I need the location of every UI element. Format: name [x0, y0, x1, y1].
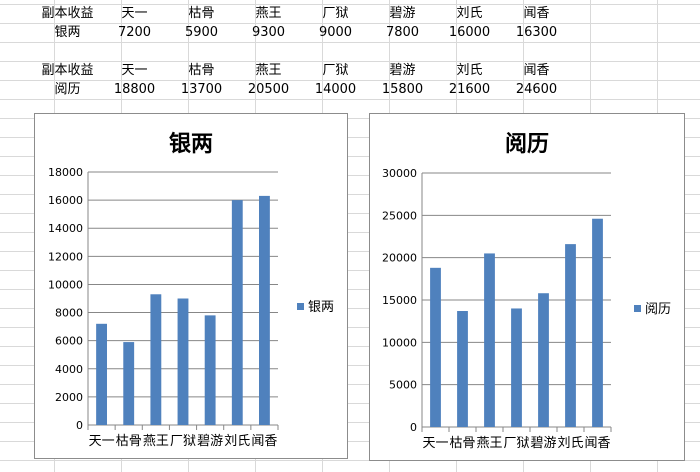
bar: [484, 253, 495, 427]
table-cell[interactable]: 闻香: [523, 6, 550, 21]
legend-label: 银两: [308, 300, 334, 315]
legend-swatch: [297, 303, 304, 310]
table-cell[interactable]: 7800: [385, 25, 420, 40]
bar: [538, 293, 549, 427]
x-tick-label: 天一: [422, 436, 448, 451]
table-cell[interactable]: 天一: [121, 6, 148, 21]
x-tick-label: 枯骨: [116, 434, 142, 449]
bar: [511, 308, 522, 427]
y-tick-label: 4000: [55, 363, 83, 376]
table-cell[interactable]: 14000: [314, 82, 357, 97]
table-cell[interactable]: 枯骨: [188, 63, 215, 78]
x-tick-label: 厂狱: [503, 436, 529, 451]
chart-title: 银两: [168, 131, 213, 157]
table-cell[interactable]: 16300: [515, 25, 558, 40]
legend-swatch: [634, 305, 641, 312]
table-cell[interactable]: 天一: [121, 63, 148, 78]
bar: [259, 195, 270, 425]
bar: [96, 323, 107, 425]
bar: [204, 315, 216, 425]
table-cell[interactable]: 副本收益: [41, 63, 94, 78]
y-tick-label: 25000: [382, 209, 417, 222]
table-cell[interactable]: 20500: [247, 82, 290, 97]
table-cell[interactable]: 银两: [54, 25, 81, 40]
table-cell[interactable]: 24600: [515, 82, 558, 97]
table-cell[interactable]: 5900: [184, 25, 219, 40]
x-tick-label: 碧游: [197, 434, 223, 449]
y-tick-label: 6000: [55, 335, 83, 348]
bar: [123, 342, 135, 425]
table-cell[interactable]: 21600: [448, 82, 491, 97]
x-tick-label: 燕王: [143, 434, 169, 449]
x-tick-label: 燕王: [476, 436, 502, 451]
x-tick-label: 刘氏: [224, 434, 250, 449]
y-tick-label: 16000: [48, 194, 83, 207]
y-tick-label: 0: [410, 421, 417, 434]
bar: [150, 294, 162, 425]
chart-title: 阅历: [504, 131, 549, 157]
table-cell[interactable]: 7200: [117, 25, 152, 40]
y-tick-label: 20000: [382, 252, 417, 265]
chart-svg: 0 5000 10000 15000 20000 25000 30000 天一 枯骨 燕王 厂狱 碧游…: [382, 167, 671, 451]
table-cell[interactable]: 厂狱: [322, 63, 349, 78]
y-tick-label: 12000: [48, 250, 83, 263]
table-cell[interactable]: 闻香: [523, 63, 550, 78]
table-cell[interactable]: 副本收益: [41, 6, 94, 21]
table-cell[interactable]: 阅历: [54, 82, 81, 97]
table-cell[interactable]: 9000: [318, 25, 353, 40]
bar: [592, 218, 603, 427]
y-tick-label: 18000: [48, 166, 83, 179]
bar: [565, 244, 576, 427]
table-cell[interactable]: 18800: [113, 82, 156, 97]
table-cell[interactable]: 碧游: [389, 6, 416, 21]
y-tick-label: 5000: [389, 379, 417, 392]
y-tick-label: 30000: [382, 167, 417, 180]
x-tick-label: 厂狱: [170, 434, 196, 449]
table-cell[interactable]: 碧游: [389, 63, 416, 78]
legend-label: 阅历: [645, 302, 671, 317]
bar: [177, 298, 189, 425]
y-tick-label: 10000: [382, 336, 417, 349]
y-tick-label: 8000: [55, 307, 83, 320]
table-cell[interactable]: 13700: [180, 82, 223, 97]
y-tick-label: 0: [76, 419, 83, 432]
x-tick-label: 闻香: [251, 434, 277, 449]
table-cell[interactable]: 刘氏: [456, 63, 483, 78]
x-tick-label: 枯骨: [449, 436, 475, 451]
x-tick-label: 刘氏: [557, 436, 583, 451]
x-tick-label: 天一: [89, 434, 115, 449]
bar: [430, 267, 441, 427]
table-cell[interactable]: 15800: [381, 82, 424, 97]
bar: [457, 311, 468, 427]
table-cell[interactable]: 16000: [448, 25, 491, 40]
table-cell[interactable]: 枯骨: [188, 6, 215, 21]
y-tick-label: 14000: [48, 222, 83, 235]
chart-experience[interactable]: 阅历 0 5000 10000 15000 20000 25000 30000 天一 枯骨 燕王厂…: [369, 113, 685, 461]
y-tick-label: 10000: [48, 278, 83, 291]
chart-silver[interactable]: 银两 0 2000 4000 6000 8000 10000 12000 14000 16000…: [34, 113, 348, 459]
y-tick-label: 2000: [55, 391, 83, 404]
bar: [231, 200, 243, 425]
x-tick-label: 碧游: [530, 436, 556, 451]
table-cell[interactable]: 刘氏: [456, 6, 483, 21]
table-cell[interactable]: 燕王: [255, 63, 282, 78]
table-cell[interactable]: 厂狱: [322, 6, 349, 21]
chart-svg: 0 2000 4000 6000 8000 10000 12000 14000 16000 180…: [48, 166, 334, 449]
x-tick-label: 闻香: [584, 436, 610, 451]
table-cell[interactable]: 9300: [251, 25, 286, 40]
y-tick-label: 15000: [382, 294, 417, 307]
table-cell[interactable]: 燕王: [255, 6, 282, 21]
